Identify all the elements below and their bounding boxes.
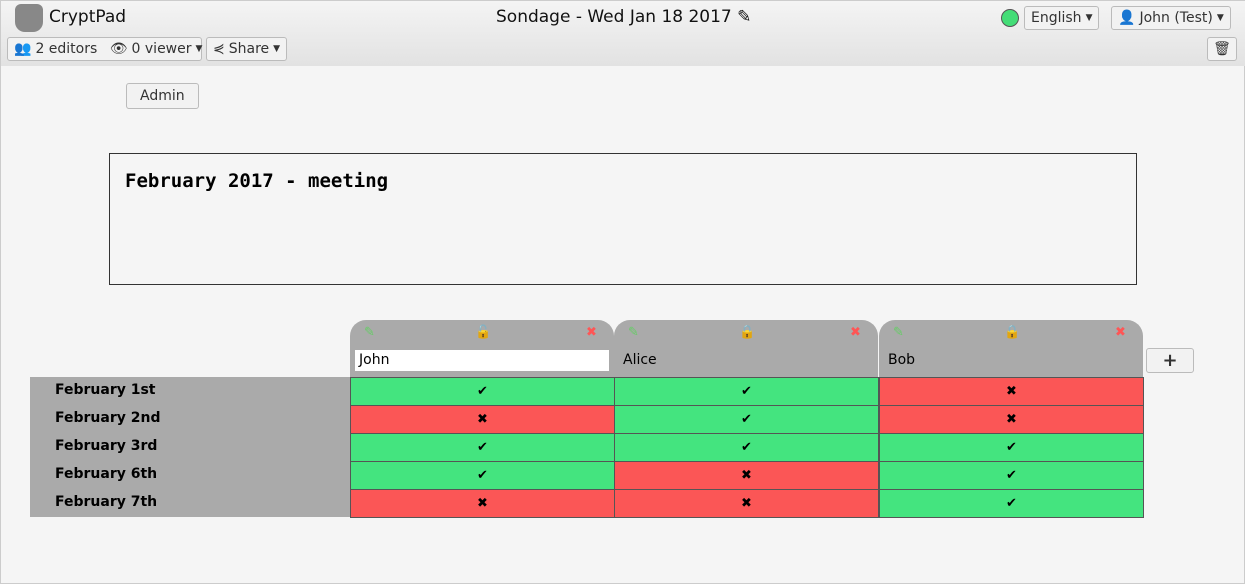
unlock-icon[interactable]: 🔓 [475,325,492,340]
lock-icon[interactable]: 🔒 [1004,325,1021,340]
vote-cell[interactable]: ✔ [879,461,1144,490]
user-icon: 👤 [1118,10,1136,26]
eye-icon: 👁 [109,41,128,57]
editors-count: 2 editors [35,41,98,57]
caret-down-icon: ▼ [273,44,281,54]
toolbar: CryptPad Sondage - Wed Jan 18 2017 ✎ Eng… [1,1,1245,66]
vote-cell[interactable]: ✔ [614,433,879,462]
column-header: ✎ 🔒 ✖ Bob [879,320,1143,377]
vote-cell[interactable]: ✔ [350,377,615,406]
row-label: February 2nd [30,405,350,433]
column-header: ✎ 🔒 ✖ Alice [614,320,878,377]
vote-cell[interactable]: ✖ [879,377,1144,406]
vote-cell[interactable]: ✔ [350,433,615,462]
viewers-count: 0 viewer [131,41,192,57]
add-column-button[interactable]: + [1146,348,1194,373]
caret-down-icon: ▼ [195,44,203,54]
app-name: CryptPad [49,7,127,27]
column-name-label: Bob [888,352,916,368]
vote-cell[interactable]: ✖ [879,405,1144,434]
share-icon: ⋞ [213,41,225,57]
language-label: English [1031,10,1082,26]
user-label: John (Test) [1139,10,1213,26]
row-label: February 1st [30,377,350,405]
edit-icon[interactable]: ✎ [364,325,375,340]
vote-cell[interactable]: ✖ [350,405,615,434]
trash-icon: 🗑 [1213,41,1231,57]
user-menu-dropdown[interactable]: 👤 John (Test) ▼ [1111,6,1231,30]
language-dropdown[interactable]: English ▼ [1024,6,1100,30]
edit-icon[interactable]: ✎ [628,325,639,340]
share-dropdown[interactable]: ⋞ Share ▼ [206,37,288,61]
column-name-label: Alice [623,352,657,368]
vote-cell[interactable]: ✔ [614,377,879,406]
remove-column-icon[interactable]: ✖ [1115,325,1126,340]
cryptpad-logo [15,4,43,32]
users-dropdown[interactable]: 👥 2 editors 👁 0 viewer ▼ [7,37,202,61]
pad-title[interactable]: Sondage - Wed Jan 18 2017 ✎ [496,7,751,27]
row-label: February 6th [30,461,350,489]
vote-cell[interactable]: ✔ [350,461,615,490]
pad-title-text: Sondage - Wed Jan 18 2017 [496,7,732,27]
vote-cell[interactable]: ✔ [614,405,879,434]
admin-button[interactable]: Admin [126,83,199,109]
edit-icon[interactable]: ✎ [893,325,904,340]
remove-column-icon[interactable]: ✖ [586,325,597,340]
connection-status-indicator [1001,9,1019,27]
poll-description[interactable]: February 2017 - meeting [109,153,1137,285]
share-label: Share [228,41,270,57]
vote-cell[interactable]: ✖ [614,461,879,490]
users-icon: 👥 [14,41,32,57]
caret-down-icon: ▼ [1085,13,1093,23]
vote-cell[interactable]: ✖ [350,489,615,518]
vote-cell[interactable]: ✖ [614,489,879,518]
trash-button[interactable]: 🗑 [1207,37,1237,61]
remove-column-icon[interactable]: ✖ [850,325,861,340]
column-header: ✎ 🔓 ✖ John [350,320,614,377]
admin-label: Admin [140,88,185,104]
row-label: February 7th [30,489,350,517]
pencil-icon[interactable]: ✎ [737,7,752,27]
lock-icon[interactable]: 🔒 [739,325,756,340]
column-name-input[interactable]: John [355,350,609,371]
vote-cell[interactable]: ✔ [879,489,1144,518]
caret-down-icon: ▼ [1216,13,1224,23]
row-label: February 3rd [30,433,350,461]
vote-cell[interactable]: ✔ [879,433,1144,462]
plus-icon: + [1162,350,1178,371]
